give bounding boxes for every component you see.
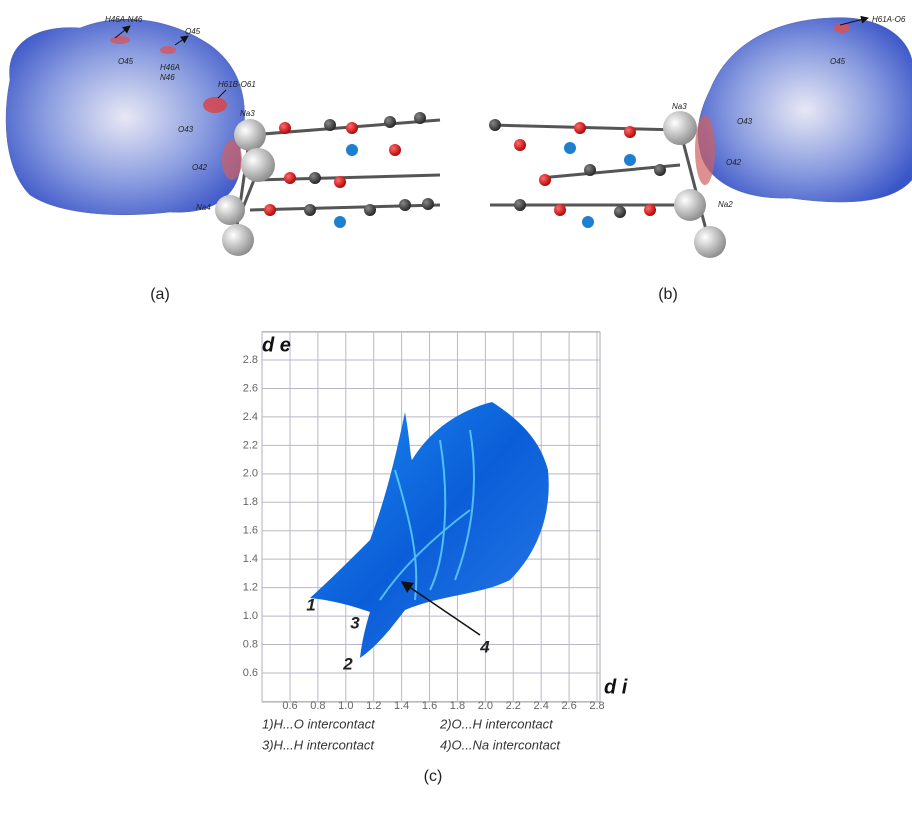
atom-label: O43 bbox=[737, 117, 753, 126]
panel-label: (c) bbox=[424, 768, 443, 785]
x-tick-label: 2.4 bbox=[534, 700, 549, 712]
surface-a bbox=[6, 19, 244, 215]
y-tick-label: 0.8 bbox=[243, 638, 258, 650]
panel-label: (b) bbox=[658, 286, 678, 303]
atom-label: O43 bbox=[178, 125, 194, 134]
panel-label: (a) bbox=[150, 286, 170, 303]
atom-label: H61A-O6 bbox=[872, 15, 906, 24]
y-tick-label: 2.4 bbox=[243, 411, 258, 423]
atom-label: H46A bbox=[160, 63, 180, 72]
atom-label: H61B-O61 bbox=[218, 80, 256, 89]
molecule-b bbox=[489, 111, 726, 258]
x-tick-label: 0.6 bbox=[282, 700, 297, 712]
y-axis-label: d e bbox=[262, 334, 291, 356]
atom-label: O42 bbox=[726, 158, 742, 167]
atom-label: Na3 bbox=[240, 109, 255, 118]
y-tick-label: 1.0 bbox=[243, 610, 258, 622]
y-tick-label: 1.4 bbox=[243, 553, 258, 565]
atom-label: O45 bbox=[185, 27, 201, 36]
y-tick-label: 1.6 bbox=[243, 525, 258, 537]
atom-label: Na2 bbox=[718, 200, 733, 209]
x-tick-label: 2.8 bbox=[589, 700, 604, 712]
y-tick-label: 2.0 bbox=[243, 468, 258, 480]
y-tick-label: 0.6 bbox=[243, 667, 258, 679]
x-tick-label: 2.6 bbox=[561, 700, 576, 712]
x-tick-label: 1.4 bbox=[394, 700, 409, 712]
figure: (a) (b) (c) H46A-N46 O45 O45 H46AN46 H61B-O61 Na… bbox=[0, 0, 912, 814]
y-tick-label: 1.2 bbox=[243, 582, 258, 594]
y-tick-label: 2.2 bbox=[243, 439, 258, 451]
region-marker: 4 bbox=[479, 637, 490, 656]
atom-label: H46A-N46 bbox=[105, 15, 143, 24]
legend-entry: 3)H...H intercontact bbox=[262, 737, 375, 752]
molecule-a bbox=[215, 112, 440, 256]
atom-label: O45 bbox=[118, 57, 134, 66]
x-axis-label: d i bbox=[604, 676, 628, 698]
legend-entry: 4)O...Na intercontact bbox=[440, 737, 561, 752]
x-tick-label: 0.8 bbox=[310, 700, 325, 712]
region-marker: 1 bbox=[306, 595, 315, 614]
region-marker: 3 bbox=[350, 613, 360, 632]
y-tick-label: 2.8 bbox=[243, 354, 258, 366]
atom-label: O45 bbox=[830, 57, 846, 66]
atom-label: N46 bbox=[160, 73, 175, 82]
y-tick-label: 2.6 bbox=[243, 382, 258, 394]
x-tick-label: 2.2 bbox=[506, 700, 521, 712]
legend-entry: 2)O...H intercontact bbox=[439, 716, 554, 731]
atom-label: Na4 bbox=[196, 203, 211, 212]
x-tick-label: 1.0 bbox=[338, 700, 353, 712]
x-tick-label: 1.2 bbox=[366, 700, 381, 712]
atom-label: O42 bbox=[192, 163, 208, 172]
region-marker: 2 bbox=[342, 654, 353, 673]
atom-label: Na3 bbox=[672, 102, 687, 111]
x-tick-label: 1.6 bbox=[422, 700, 437, 712]
x-tick-label: 2.0 bbox=[478, 700, 493, 712]
surface-b bbox=[695, 18, 912, 202]
x-tick-label: 1.8 bbox=[450, 700, 465, 712]
legend-entry: 1)H...O intercontact bbox=[262, 716, 376, 731]
y-tick-label: 1.8 bbox=[243, 496, 258, 508]
